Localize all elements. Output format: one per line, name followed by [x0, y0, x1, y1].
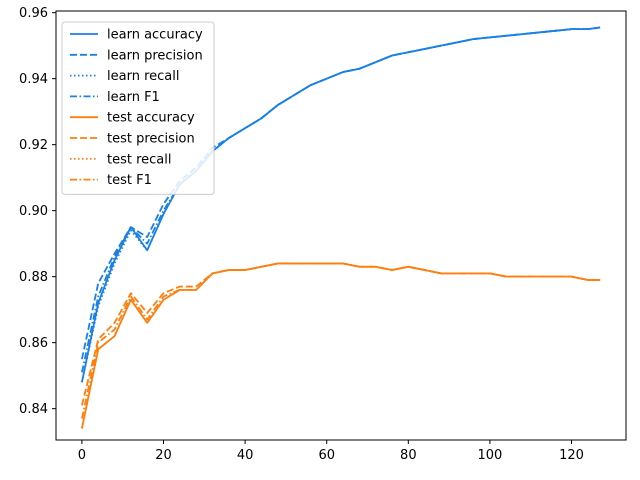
x-tick-label: 120: [559, 448, 584, 463]
legend: learn accuracy learn precision learn recal…: [61, 21, 215, 195]
x-axis: 0 20 40 60 80 100 120: [78, 440, 584, 463]
y-tick-label: 0.96: [19, 6, 48, 21]
legend-label: test recall: [107, 152, 172, 167]
legend-label: learn recall: [107, 69, 179, 84]
x-tick-label: 60: [318, 448, 335, 463]
y-tick-label: 0.92: [19, 138, 48, 153]
legend-label: test F1: [107, 173, 152, 188]
x-tick-label: 20: [155, 448, 172, 463]
x-tick-label: 0: [78, 448, 86, 463]
legend-label: learn precision: [107, 48, 203, 63]
legend-label: test accuracy: [107, 111, 195, 126]
series-line-4: [81, 26, 601, 373]
plot-frame: [55, 10, 627, 441]
x-tick-label: 100: [478, 448, 503, 463]
y-axis: 0.84 0.86 0.88 0.90 0.92 0.94 0.96: [19, 6, 56, 417]
series-line-8: [81, 262, 601, 419]
x-tick-label: 80: [400, 448, 417, 463]
legend-label: learn accuracy: [107, 28, 203, 43]
y-tick-label: 0.86: [19, 336, 48, 351]
y-tick-label: 0.84: [19, 402, 48, 417]
y-tick-label: 0.88: [19, 270, 48, 285]
y-tick-label: 0.90: [19, 204, 48, 219]
y-tick-label: 0.94: [19, 72, 48, 87]
legend-label: test precision: [107, 132, 195, 147]
series-layer: [81, 26, 601, 429]
x-tick-label: 40: [237, 448, 254, 463]
legend-label: learn F1: [107, 90, 160, 105]
series-line-3: [81, 26, 601, 383]
legend-box: [61, 21, 215, 195]
